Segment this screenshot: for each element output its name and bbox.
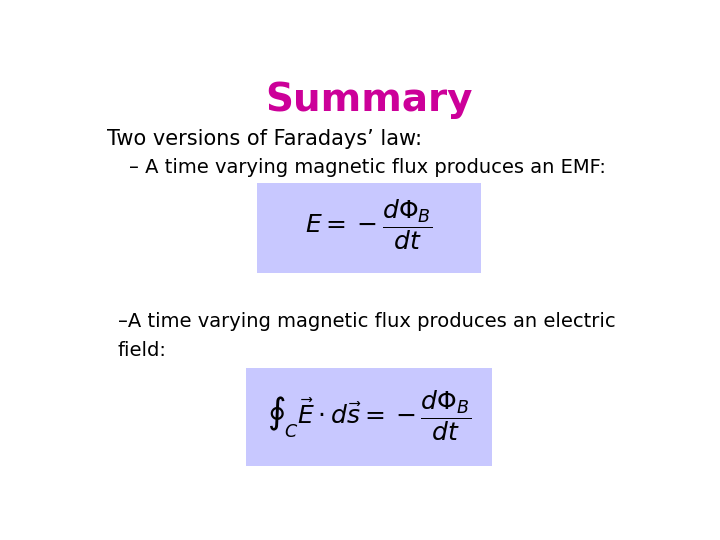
FancyBboxPatch shape	[246, 368, 492, 466]
Text: –A time varying magnetic flux produces an electric: –A time varying magnetic flux produces a…	[118, 312, 616, 331]
Text: $\oint_C \vec{E} \cdot d\vec{s} = -\dfrac{d\Phi_B}{dt}$: $\oint_C \vec{E} \cdot d\vec{s} = -\dfra…	[267, 389, 471, 443]
Text: Summary: Summary	[265, 82, 473, 119]
Text: field:: field:	[118, 341, 167, 360]
Text: – A time varying magnetic flux produces an EMF:: – A time varying magnetic flux produces …	[129, 158, 606, 177]
Text: $E = -\dfrac{d\Phi_B}{dt}$: $E = -\dfrac{d\Phi_B}{dt}$	[305, 198, 433, 252]
Text: Two versions of Faradays’ law:: Two versions of Faradays’ law:	[107, 129, 422, 149]
FancyBboxPatch shape	[258, 183, 481, 273]
